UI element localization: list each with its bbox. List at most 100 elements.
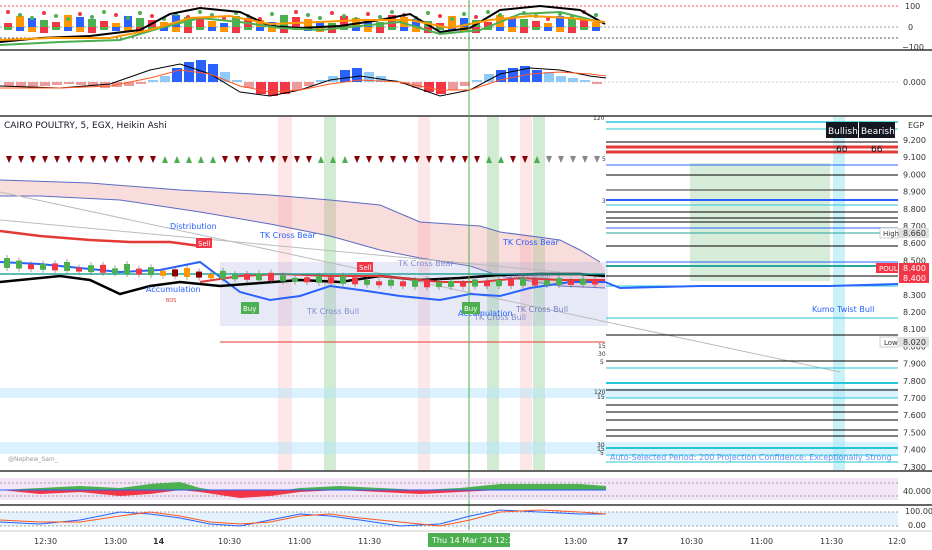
candle — [16, 260, 22, 269]
candle — [52, 263, 58, 271]
triangle-up-icon — [342, 156, 348, 163]
osc-bar — [100, 21, 108, 27]
candle — [352, 277, 358, 285]
candle — [520, 277, 526, 286]
osc-bar — [280, 27, 288, 33]
top-line-orange — [0, 14, 606, 41]
tk-cross-bull-label-3: TK Cross Bull — [515, 305, 568, 314]
osc-dot-icon — [486, 10, 490, 14]
tk-cross-bear-label-1: TK Cross Bear — [259, 231, 316, 240]
osc-dot-icon — [438, 14, 442, 18]
triangle-down-icon — [594, 156, 600, 163]
osc-bar — [520, 19, 528, 27]
price-tick: 9.100 — [903, 153, 926, 162]
osc-dot-icon — [114, 13, 118, 17]
osc-bar — [316, 21, 324, 27]
price-tick: 7.800 — [903, 377, 926, 386]
kumo-twist-bull-label: Kumo Twist Bull — [812, 305, 874, 314]
triangle-down-icon — [234, 156, 240, 163]
marker-5b: 5 — [600, 359, 604, 366]
currency-label: EGP — [908, 121, 924, 130]
distribution-label-2: Distribution — [510, 273, 551, 281]
osc-bar — [436, 27, 444, 30]
triangle-down-icon — [390, 156, 396, 163]
time-tick: 14 — [153, 537, 165, 546]
candle — [268, 272, 274, 281]
triangle-down-icon — [42, 156, 48, 163]
macd-tick-0: 0.000 — [903, 78, 926, 87]
candle — [568, 280, 574, 285]
stoch-panel[interactable] — [0, 509, 898, 527]
triangle-down-icon — [402, 156, 408, 163]
stoch-tick-100: 100.00 — [905, 507, 932, 516]
candle — [76, 267, 82, 272]
symbol-title[interactable]: CAIRO POULTRY, 5, EGX, Heikin Ashi — [4, 121, 167, 131]
candle — [232, 274, 238, 280]
osc-bar — [16, 16, 24, 27]
osc-bar — [52, 22, 60, 27]
osc-dot-icon — [390, 10, 394, 14]
macd-bar — [172, 68, 182, 82]
triangle-down-icon — [582, 156, 588, 163]
buy-label-2: Buy — [464, 305, 477, 313]
osc-bar — [208, 21, 216, 27]
macd-bar — [100, 82, 110, 88]
triangle-up-icon — [174, 156, 180, 163]
rsi-panel[interactable] — [0, 478, 898, 500]
marker-30b: 30 — [597, 442, 605, 449]
macd-bar — [52, 82, 62, 85]
osc-bar — [172, 27, 180, 32]
macd-bar — [484, 74, 494, 82]
macd-bar — [148, 80, 158, 82]
candle — [328, 277, 334, 284]
macd-bar — [532, 70, 542, 82]
price-tick: 8.700 — [903, 222, 926, 231]
osc-dot-icon — [294, 10, 298, 14]
candle — [460, 282, 466, 287]
osc-bar — [520, 27, 528, 33]
tk-cross-bear-label-3: TK Cross Bear — [502, 238, 559, 247]
triangle-down-icon — [114, 156, 120, 163]
buy-label-1: Buy — [243, 305, 256, 313]
macd-bar — [28, 82, 38, 88]
candle — [436, 282, 442, 288]
sell-label-2: Sell — [359, 264, 372, 272]
osc-bar — [568, 18, 576, 27]
bullish-value: 60 — [836, 145, 848, 155]
marker-15: 15 — [598, 343, 606, 350]
time-tick: 11:30 — [820, 537, 843, 546]
osc-dot-icon — [138, 11, 142, 15]
signal-line — [0, 69, 607, 93]
triangle-down-icon — [474, 156, 480, 163]
sell-label-1: Sell — [198, 240, 211, 248]
price-tick: 9.200 — [903, 136, 926, 145]
osc-dot-icon — [66, 17, 70, 21]
osc-dot-icon — [270, 12, 274, 16]
time-tick: 11:30 — [358, 537, 381, 546]
triangle-down-icon — [18, 156, 24, 163]
time-tick: 12:0 — [888, 537, 906, 546]
osc-bar — [232, 27, 240, 33]
macd-panel[interactable] — [0, 60, 898, 97]
macd-bar — [268, 82, 278, 96]
top-oscillator-panel[interactable] — [0, 0, 898, 48]
osc-dot-icon — [462, 12, 466, 16]
candle — [208, 274, 214, 279]
candle — [364, 279, 370, 285]
candle — [196, 271, 202, 278]
triangle-down-icon — [90, 156, 96, 163]
macd-bar — [472, 80, 482, 82]
candle — [112, 268, 118, 274]
triangle-down-icon — [510, 156, 516, 163]
osc-bar — [88, 27, 96, 33]
projection-label: Auto-Selected Period: 200 Projection Con… — [610, 453, 892, 462]
triangle-up-icon — [486, 156, 492, 163]
osc-bar — [556, 27, 564, 32]
triangle-down-icon — [150, 156, 156, 163]
osc-bar — [580, 20, 588, 27]
price-panel[interactable] — [0, 0, 899, 530]
osc-dot-icon — [78, 12, 82, 16]
osc-dot-icon — [330, 11, 334, 15]
candle — [592, 279, 598, 285]
